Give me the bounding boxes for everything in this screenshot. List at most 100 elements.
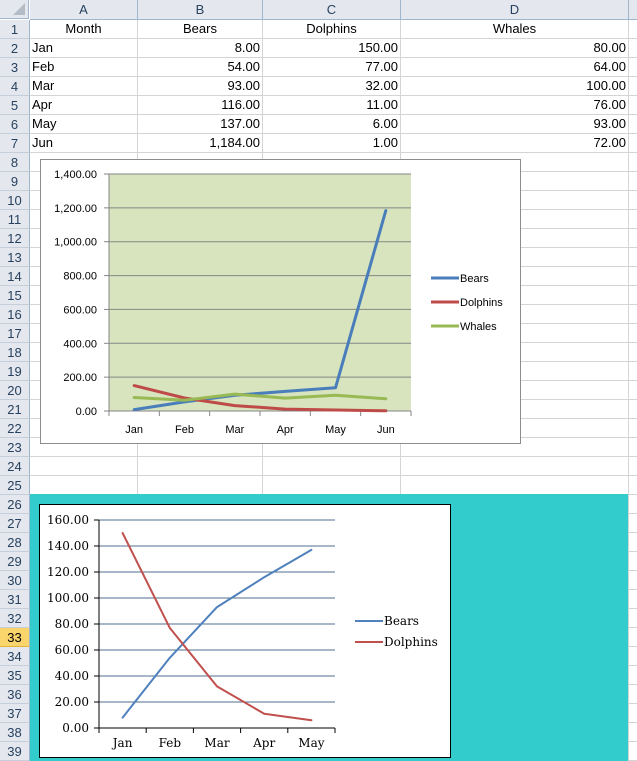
cell-a7[interactable]: Jun	[30, 134, 138, 153]
row-header-6[interactable]: 6	[0, 115, 30, 134]
row-header-2[interactable]: 2	[0, 39, 30, 58]
row-header-4[interactable]: 4	[0, 77, 30, 96]
cell-a1[interactable]: Month	[30, 20, 138, 39]
cell-e6[interactable]	[629, 115, 637, 134]
series-line-bears[interactable]	[132, 209, 388, 412]
cell-e17[interactable]	[629, 324, 637, 343]
series-line-dolphins[interactable]	[132, 384, 388, 413]
cell-e9[interactable]	[629, 172, 637, 191]
cell-e19[interactable]	[629, 362, 637, 381]
cell-a4[interactable]: Mar	[30, 77, 138, 96]
cell-a2[interactable]: Jan	[30, 39, 138, 58]
cell-e13[interactable]	[629, 248, 637, 267]
row-header-15[interactable]: 15	[0, 286, 30, 305]
row-header-10[interactable]: 10	[0, 191, 30, 210]
legend-item-bears[interactable]: Bears	[355, 614, 419, 628]
cell-a24[interactable]	[30, 457, 138, 476]
cell-d25[interactable]	[401, 476, 629, 495]
row-header-1[interactable]: 1	[0, 20, 30, 39]
row-header-28[interactable]: 28	[0, 533, 30, 552]
legend-item-dolphins[interactable]: Dolphins	[355, 635, 438, 649]
cell-a6[interactable]: May	[30, 115, 138, 134]
row-header-21[interactable]: 21	[0, 400, 30, 419]
row-header-27[interactable]: 27	[0, 514, 30, 533]
cell-d23[interactable]	[401, 438, 629, 457]
cell-c23[interactable]	[263, 438, 401, 457]
cell-e5[interactable]	[629, 96, 637, 115]
row-header-35[interactable]: 35	[0, 666, 30, 685]
row-header-34[interactable]: 34	[0, 647, 30, 666]
cell-a25[interactable]	[30, 476, 138, 495]
row-header-19[interactable]: 19	[0, 362, 30, 381]
column-header-c[interactable]: C	[263, 0, 401, 20]
cell-e16[interactable]	[629, 305, 637, 324]
cell-c1[interactable]: Dolphins	[263, 20, 401, 39]
row-header-18[interactable]: 18	[0, 343, 30, 362]
row-header-5[interactable]: 5	[0, 96, 30, 115]
row-header-20[interactable]: 20	[0, 381, 30, 400]
chart-all-animals[interactable]: 0.00 200.00 400.00 600.00 800.00 1,000.00 1,20…	[40, 159, 521, 444]
cell-e35[interactable]	[629, 666, 637, 685]
cell-e30[interactable]	[629, 571, 637, 590]
cell-e4[interactable]	[629, 77, 637, 96]
legend-item-bears[interactable]: Bears	[431, 273, 489, 285]
cell-e27[interactable]	[629, 514, 637, 533]
cell-c25[interactable]	[263, 476, 401, 495]
cell-e26[interactable]	[629, 495, 637, 514]
row-header-13[interactable]: 13	[0, 248, 30, 267]
column-header-e[interactable]	[629, 0, 637, 20]
row-header-22[interactable]: 22	[0, 419, 30, 438]
column-header-d[interactable]: D	[401, 0, 629, 20]
cell-c3[interactable]: 77.00	[263, 58, 401, 77]
cell-b25[interactable]	[138, 476, 263, 495]
select-all-button[interactable]	[0, 0, 29, 19]
cell-b1[interactable]: Bears	[138, 20, 263, 39]
column-header-a[interactable]: A	[30, 0, 138, 20]
row-header-17[interactable]: 17	[0, 324, 30, 343]
cell-d6[interactable]: 93.00	[401, 115, 629, 134]
row-header-14[interactable]: 14	[0, 267, 30, 286]
cell-e38[interactable]	[629, 723, 637, 742]
cell-e7[interactable]	[629, 134, 637, 153]
legend-item-dolphins[interactable]: Dolphins	[431, 297, 503, 309]
column-header-b[interactable]: B	[138, 0, 263, 20]
cell-e23[interactable]	[629, 438, 637, 457]
legend-item-whales[interactable]: Whales	[431, 321, 497, 333]
row-header-30[interactable]: 30	[0, 571, 30, 590]
cell-b3[interactable]: 54.00	[138, 58, 263, 77]
cell-e18[interactable]	[629, 343, 637, 362]
row-header-7[interactable]: 7	[0, 134, 30, 153]
cell-c5[interactable]: 11.00	[263, 96, 401, 115]
cell-c7[interactable]: 1.00	[263, 134, 401, 153]
cell-e34[interactable]	[629, 647, 637, 666]
row-header-38[interactable]: 38	[0, 723, 30, 742]
series-line-dolphins[interactable]	[121, 532, 313, 722]
cell-e24[interactable]	[629, 457, 637, 476]
cell-c24[interactable]	[263, 457, 401, 476]
row-header-23[interactable]: 23	[0, 438, 30, 457]
cell-a23[interactable]	[30, 438, 138, 457]
row-header-9[interactable]: 9	[0, 172, 30, 191]
chart-bears-dolphins[interactable]: 0.00 20.00 40.00 60.00 80.00 100.00 120.00 140.…	[39, 504, 451, 758]
cell-e12[interactable]	[629, 229, 637, 248]
row-header-24[interactable]: 24	[0, 457, 30, 476]
row-header-25[interactable]: 25	[0, 476, 30, 495]
cell-e25[interactable]	[629, 476, 637, 495]
cell-a3[interactable]: Feb	[30, 58, 138, 77]
cell-e31[interactable]	[629, 590, 637, 609]
cell-e32[interactable]	[629, 609, 637, 628]
row-header-11[interactable]: 11	[0, 210, 30, 229]
cell-e28[interactable]	[629, 533, 637, 552]
cell-d24[interactable]	[401, 457, 629, 476]
cell-e37[interactable]	[629, 704, 637, 723]
row-header-3[interactable]: 3	[0, 58, 30, 77]
row-header-16[interactable]: 16	[0, 305, 30, 324]
cell-d4[interactable]: 100.00	[401, 77, 629, 96]
cell-e36[interactable]	[629, 685, 637, 704]
cell-d5[interactable]: 76.00	[401, 96, 629, 115]
series-line-whales[interactable]	[132, 392, 388, 402]
cell-e2[interactable]	[629, 39, 637, 58]
cell-c4[interactable]: 32.00	[263, 77, 401, 96]
cell-d1[interactable]: Whales	[401, 20, 629, 39]
cell-b2[interactable]: 8.00	[138, 39, 263, 58]
